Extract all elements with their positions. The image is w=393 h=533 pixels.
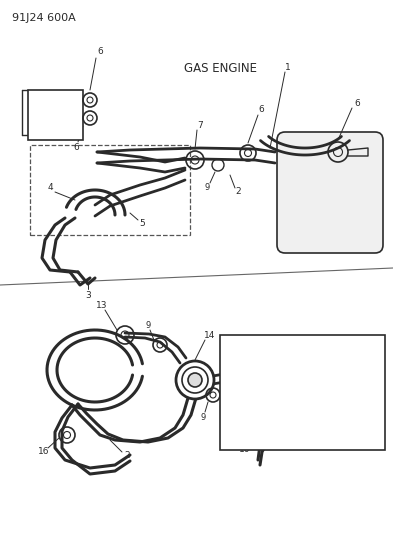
Text: 13: 13: [96, 302, 108, 311]
Text: 6: 6: [73, 143, 79, 152]
Text: 3: 3: [85, 290, 91, 300]
Text: 16: 16: [38, 448, 50, 456]
Text: 7: 7: [197, 120, 203, 130]
Text: 2: 2: [235, 188, 241, 197]
Bar: [30, 145, 190, 235]
FancyBboxPatch shape: [277, 132, 383, 253]
Text: 6: 6: [258, 106, 264, 115]
Text: 9: 9: [257, 364, 263, 373]
Text: 9: 9: [204, 183, 209, 192]
Text: 14: 14: [204, 332, 216, 341]
Text: GAS ENGINE: GAS ENGINE: [184, 61, 257, 75]
Circle shape: [188, 373, 202, 387]
Text: 6: 6: [97, 47, 103, 56]
Text: 6: 6: [354, 99, 360, 108]
Text: 9: 9: [200, 413, 206, 422]
Text: 10: 10: [239, 446, 251, 455]
Text: 9: 9: [145, 321, 151, 330]
Text: 4: 4: [47, 183, 53, 192]
Text: 1: 1: [285, 62, 291, 71]
Text: 2: 2: [124, 450, 130, 459]
Ellipse shape: [176, 361, 214, 399]
Text: 8: 8: [327, 335, 333, 344]
Text: DIESEL ENGINE: DIESEL ENGINE: [245, 338, 335, 351]
Text: 15: 15: [292, 410, 304, 419]
Text: 5: 5: [139, 219, 145, 228]
Ellipse shape: [182, 367, 208, 393]
Bar: [220, 335, 385, 450]
Bar: [28, 90, 83, 140]
Text: 91J24 600A: 91J24 600A: [12, 13, 76, 23]
Text: 11: 11: [289, 391, 301, 400]
Text: 12: 12: [332, 431, 344, 440]
